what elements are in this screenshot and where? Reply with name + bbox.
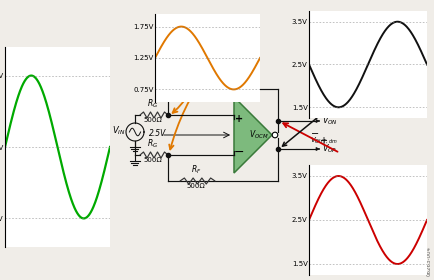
Text: 06263-004: 06263-004	[426, 246, 431, 276]
Text: $V_{OUT,\,dm}$: $V_{OUT,\,dm}$	[309, 135, 337, 145]
Text: $V_{OP}$: $V_{OP}$	[321, 143, 336, 155]
Text: $+$: $+$	[318, 134, 327, 146]
Text: $R_F$: $R_F$	[191, 164, 201, 176]
Text: −: −	[233, 146, 243, 158]
Text: $V_{OCM}$: $V_{OCM}$	[249, 129, 268, 141]
Text: $R_G$: $R_G$	[147, 138, 158, 151]
Text: 500Ω: 500Ω	[186, 91, 205, 97]
Polygon shape	[233, 97, 271, 173]
Text: $-$: $-$	[309, 127, 319, 137]
Text: $V_{ON}$: $V_{ON}$	[321, 115, 337, 127]
Text: $R_G$: $R_G$	[147, 98, 158, 111]
Text: +: +	[234, 114, 243, 124]
Text: 500Ω: 500Ω	[143, 117, 162, 123]
Text: 500Ω: 500Ω	[186, 183, 205, 189]
Text: $R_F$: $R_F$	[191, 72, 201, 85]
Text: 2.5V: 2.5V	[149, 129, 166, 139]
Text: $V_{IN}$: $V_{IN}$	[112, 125, 125, 137]
Text: 500Ω: 500Ω	[143, 157, 162, 163]
Circle shape	[272, 132, 277, 138]
